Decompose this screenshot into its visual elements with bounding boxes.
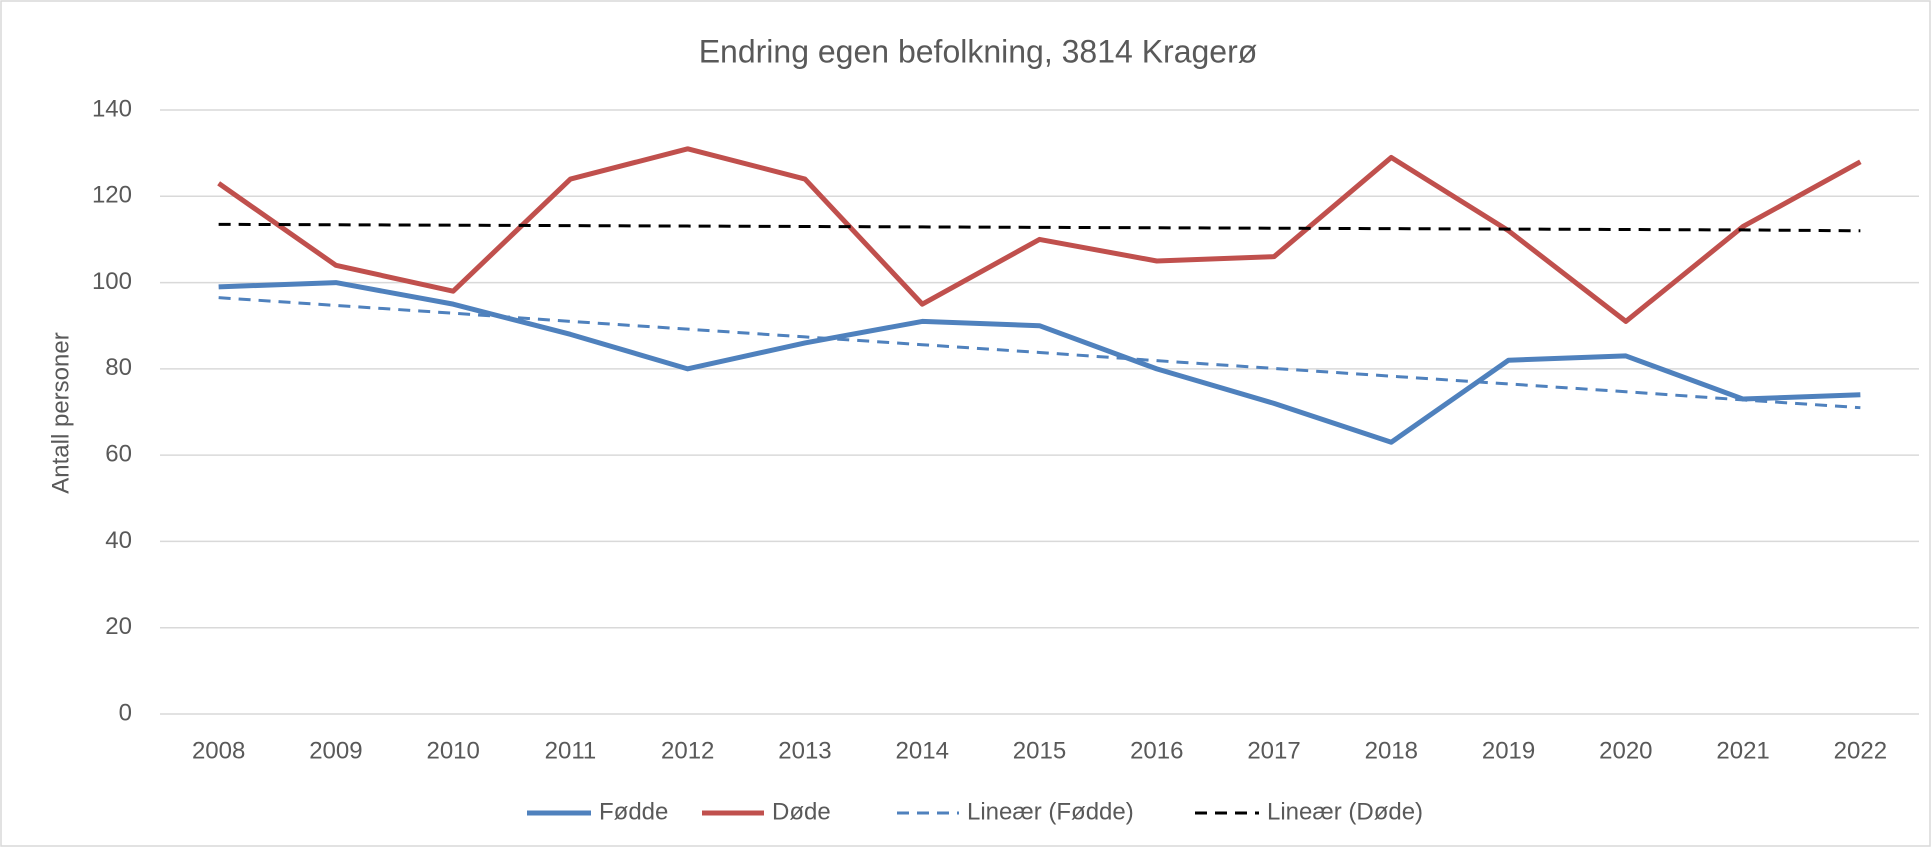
trend-line [218, 222, 1861, 233]
y-tick-label: 0 [119, 699, 132, 726]
y-axis-title: Antall personer [47, 332, 74, 493]
y-tick-label: 60 [105, 440, 132, 467]
y-tick-label: 120 [92, 182, 132, 209]
y-tick-label: 100 [92, 268, 132, 295]
x-tick-label: 2018 [1365, 737, 1418, 764]
chart-title: Endring egen befolkning, 3814 Kragerø [699, 33, 1258, 69]
y-tick-label: 80 [105, 354, 132, 381]
x-tick-label: 2019 [1482, 737, 1535, 764]
x-tick-label: 2011 [545, 737, 597, 764]
line [218, 280, 1861, 445]
y-tick-label: 40 [105, 527, 132, 554]
x-tick-label: 2020 [1599, 737, 1652, 764]
x-tick-label: 2016 [1130, 737, 1183, 764]
x-tick-label: 2017 [1247, 737, 1300, 764]
x-tick-label: 2014 [896, 737, 949, 764]
legend-label: Lineær (Døde) [1267, 798, 1423, 825]
y-tick-label: 20 [105, 613, 132, 640]
x-tick-label: 2013 [778, 737, 831, 764]
trend-line [218, 296, 1861, 410]
x-tick-label: 2012 [661, 737, 714, 764]
x-tick-label: 2015 [1013, 737, 1066, 764]
line [217, 146, 1862, 324]
legend-label: Døde [772, 798, 831, 825]
x-tick-label: 2021 [1716, 737, 1769, 764]
x-tick-label: 2010 [426, 737, 479, 764]
x-tick-label: 2008 [192, 737, 245, 764]
y-tick-label: 140 [92, 95, 132, 122]
x-tick-label: 2009 [309, 737, 362, 764]
legend-label: Fødde [599, 798, 668, 825]
x-tick-label: 2022 [1834, 737, 1887, 764]
legend-label: Lineær (Fødde) [967, 798, 1134, 825]
